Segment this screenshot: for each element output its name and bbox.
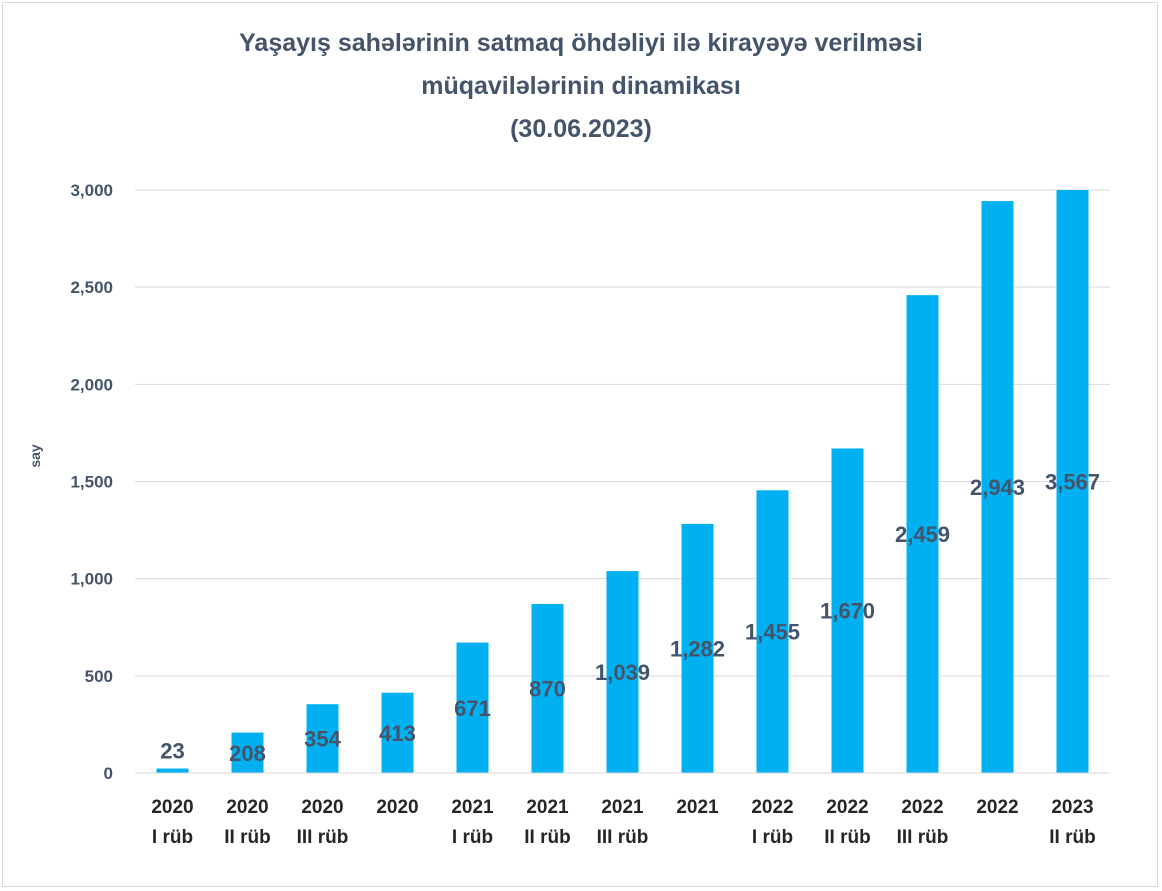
y-tick-label: 500 [85,667,113,686]
x-tick-label-quarter: I rüb [152,827,193,848]
chart-title-line-3: (30.06.2023) [510,115,652,143]
x-tick-label-quarter: II rüb [224,827,270,848]
y-tick-label: 3,000 [70,181,113,200]
x-tick-label-quarter: III rüb [597,827,649,848]
bar [456,642,489,773]
bar [906,295,939,773]
x-tick-label-year: 2020 [226,797,268,818]
data-label: 870 [529,676,566,701]
bar [306,704,339,773]
x-tick-label-quarter: I rüb [452,827,493,848]
data-label: 1,455 [745,620,800,645]
x-tick-label-year: 2021 [526,797,569,818]
bar [981,201,1014,773]
data-label: 1,039 [595,660,650,685]
x-tick-label-quarter: II rüb [824,827,870,848]
data-label: 671 [454,696,491,721]
y-tick-label: 2,500 [70,278,113,297]
x-tick-label-year: 2022 [826,797,868,818]
data-label: 208 [229,741,266,766]
chart-title-line-1: Yaşayış sahələrinin satmaq öhdəliyi ilə … [239,29,923,57]
x-tick-label-year: 2020 [301,797,343,818]
x-tick-label-quarter: III rüb [297,827,349,848]
y-tick-label: 1,000 [70,570,113,589]
x-tick-label-quarter: II rüb [1049,827,1095,848]
y-tick-label: 0 [104,764,113,783]
bar [756,490,789,773]
data-label: 3,567 [1045,470,1100,495]
x-tick-label-quarter: II rüb [524,827,570,848]
x-tick-label-year: 2020 [151,797,193,818]
bar [606,571,639,773]
x-tick-label-year: 2021 [451,797,494,818]
data-label: 2,459 [895,522,950,547]
bar [531,603,564,773]
data-label: 354 [304,727,341,752]
bar [231,732,264,773]
x-tick-label-year: 2021 [601,797,644,818]
x-tick-label-year: 2022 [901,797,943,818]
data-label: 2,943 [970,475,1025,500]
x-tick-label-year: 2021 [676,797,719,818]
x-tick-label-quarter: III rüb [897,827,949,848]
x-tick-label-quarter: I rüb [752,827,793,848]
bar [1056,190,1089,773]
bar [831,448,864,773]
data-label: 1,670 [820,599,875,624]
y-tick-label: 1,500 [70,473,113,492]
bar [681,523,714,773]
bar [156,768,189,773]
bar [381,692,414,773]
y-tick-label: 2,000 [70,375,113,394]
x-tick-label-year: 2022 [751,797,793,818]
x-tick-label-year: 2020 [376,797,418,818]
chart-title-line-2: müqavilələrinin dinamikası [421,72,741,100]
x-tick-label-year: 2023 [1051,797,1093,818]
data-label: 413 [379,721,416,746]
data-label: 23 [160,739,184,764]
x-tick-label-year: 2022 [976,797,1018,818]
data-label: 1,282 [670,636,725,661]
chart-title: Yaşayış sahələrinin satmaq öhdəliyi ilə … [0,22,1162,151]
